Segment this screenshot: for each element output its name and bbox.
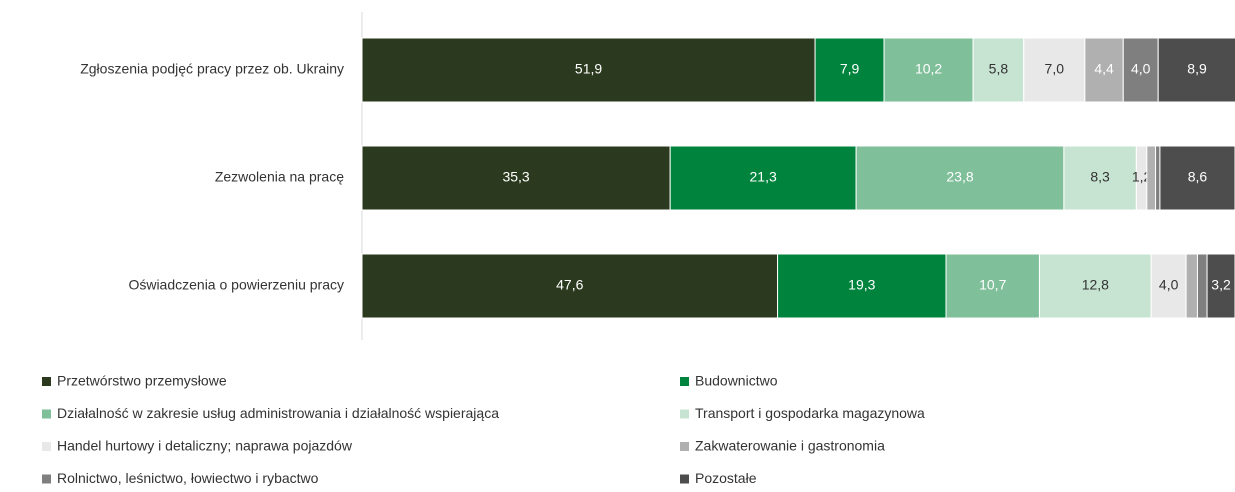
data-label: 8,9	[1187, 61, 1207, 77]
legend-swatch	[42, 409, 51, 419]
bar-segment	[1196, 253, 1208, 319]
data-label: 19,3	[848, 277, 875, 293]
bar-segment	[777, 253, 947, 319]
legend-swatch	[42, 377, 51, 386]
bar-segment	[945, 253, 1040, 319]
legend-label: Zakwaterowanie i gastronomia	[695, 438, 885, 454]
legend-swatch	[42, 474, 51, 484]
legend-label: Handel hurtowy i detaliczny; naprawa poj…	[57, 438, 353, 454]
legend-label: Przetwórstwo przemysłowe	[57, 373, 227, 389]
legend-label: Działalność w zakresie usług administrow…	[57, 405, 499, 421]
bar-segment	[361, 37, 816, 103]
bar-segment	[361, 253, 779, 319]
data-label: 51,9	[575, 61, 602, 77]
category-label: Zgłoszenia podjęć pracy przez ob. Ukrain…	[80, 61, 344, 77]
legend-swatch	[680, 409, 689, 419]
data-label: 3,2	[1211, 277, 1231, 293]
data-label: 5,8	[989, 61, 1009, 77]
category-label: Zezwolenia na pracę	[215, 169, 344, 185]
legend-label: Pozostałe	[695, 470, 757, 486]
bar-segment	[1146, 145, 1157, 211]
data-label: 10,2	[915, 61, 942, 77]
legend-label: Rolnictwo, leśnictwo, łowiectwo i rybact…	[57, 470, 319, 486]
bar-segment	[1157, 37, 1235, 103]
data-label: 4,4	[1094, 61, 1114, 77]
bar-segment	[669, 145, 857, 211]
data-label: 7,9	[840, 61, 860, 77]
bar-segment	[1063, 145, 1137, 211]
legend-label: Budownictwo	[695, 373, 778, 389]
legend-label: Transport i gospodarka magazynowa	[695, 405, 925, 421]
data-label: 10,7	[979, 277, 1006, 293]
bar-segment	[1155, 145, 1161, 211]
legend-swatch	[680, 377, 689, 386]
bar-segment	[1038, 253, 1152, 319]
bar-segment	[1150, 253, 1187, 319]
legend-swatch	[42, 442, 51, 451]
bar-segment	[883, 37, 974, 103]
bar-segment	[1206, 253, 1235, 319]
data-label: 12,8	[1082, 277, 1109, 293]
bar-segment	[1159, 145, 1235, 211]
bar-segment	[855, 145, 1065, 211]
legend-swatch	[680, 474, 689, 484]
data-label: 8,6	[1188, 169, 1208, 185]
data-label: 47,6	[556, 277, 583, 293]
category-label: Oświadczenia o powierzeniu pracy	[128, 277, 344, 293]
bar-segment	[1185, 253, 1198, 319]
data-label: 35,3	[502, 169, 529, 185]
data-label: 8,3	[1090, 169, 1110, 185]
data-label: 21,3	[750, 169, 777, 185]
data-label: 4,0	[1159, 277, 1179, 293]
data-label: 23,8	[946, 169, 973, 185]
legend-swatch	[680, 442, 689, 451]
bar-segment	[814, 37, 885, 103]
data-label: 7,0	[1045, 61, 1065, 77]
data-label: 4,0	[1131, 61, 1151, 77]
bar-segment	[1084, 37, 1124, 103]
